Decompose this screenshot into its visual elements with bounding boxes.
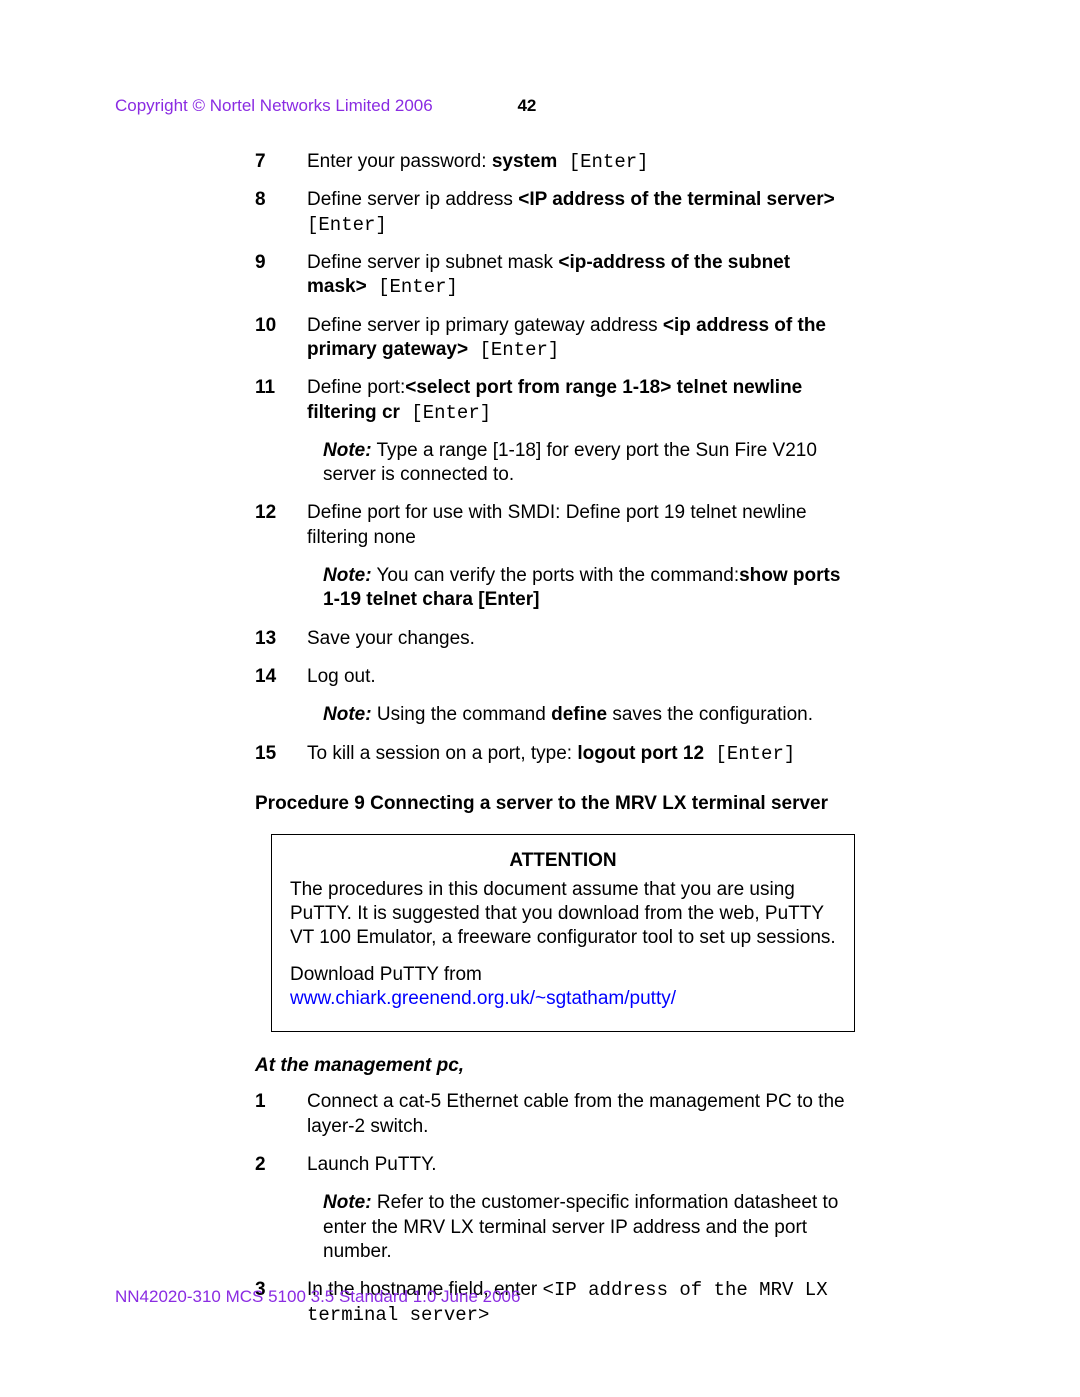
step-number: 10 [255,314,307,363]
step-b2: 2 Launch PuTTY. [255,1153,855,1177]
step-number: 14 [255,665,307,689]
subheading: At the management pc, [255,1054,855,1078]
bold-text: logout port 12 [577,743,704,764]
bold-text: <IP address of the terminal server> [518,189,834,210]
note-label: Note: [323,565,372,586]
note-label: Note: [323,704,372,725]
step-number: 11 [255,376,307,425]
step-text: Define server ip primary gateway address… [307,314,855,363]
step-text: Define server ip address <IP address of … [307,188,855,237]
note-step-14: Note: Using the command define saves the… [323,703,855,727]
text: Define port: [307,377,405,398]
attention-download: Download PuTTY from www.chiark.greenend.… [290,963,836,1012]
note-text: Refer to the customer-specific informati… [323,1192,838,1262]
bold-text: define [551,704,607,725]
step-text: Connect a cat-5 Ethernet cable from the … [307,1090,855,1139]
text: Define server ip primary gateway address [307,315,663,336]
bold-text: system [492,151,558,172]
step-9: 9 Define server ip subnet mask <ip-addre… [255,251,855,300]
note-post: saves the configuration. [607,704,813,725]
note-label: Note: [323,440,372,461]
note-step-b2: Note: Refer to the customer-specific inf… [323,1191,855,1264]
step-text: Define server ip subnet mask <ip-address… [307,251,855,300]
step-number: 15 [255,742,307,766]
mono-text: [Enter] [307,214,387,236]
text: Enter your password: [307,151,492,172]
note-step-12: Note: You can verify the ports with the … [323,564,855,613]
page-body: 7 Enter your password: system [Enter] 8 … [255,150,855,1327]
step-text: Log out. [307,665,855,689]
step-12: 12 Define port for use with SMDI: Define… [255,501,855,550]
step-number: 2 [255,1153,307,1177]
attention-box: ATTENTION The procedures in this documen… [271,834,855,1032]
step-b1: 1 Connect a cat-5 Ethernet cable from th… [255,1090,855,1139]
text: To kill a session on a port, type: [307,743,577,764]
step-7: 7 Enter your password: system [Enter] [255,150,855,174]
page-number: 42 [517,96,536,115]
step-text: Define port:<select port from range 1-18… [307,376,855,425]
step-text: Enter your password: system [Enter] [307,150,855,174]
attention-text: The procedures in this document assume t… [290,878,836,951]
step-10: 10 Define server ip primary gateway addr… [255,314,855,363]
document-page: Copyright © Nortel Networks Limited 2006… [0,0,1080,1397]
page-header: Copyright © Nortel Networks Limited 2006… [115,96,965,116]
step-number: 1 [255,1090,307,1139]
note-pre: You can verify the ports with the comman… [372,565,740,586]
note-text: Type a range [1-18] for every port the S… [323,440,817,485]
step-15: 15 To kill a session on a port, type: lo… [255,742,855,766]
note-pre: Using the command [372,704,552,725]
step-number: 13 [255,627,307,651]
step-14: 14 Log out. [255,665,855,689]
note-step-11: Note: Type a range [1-18] for every port… [323,439,855,488]
step-text: To kill a session on a port, type: logou… [307,742,855,766]
note-label: Note: [323,1192,372,1213]
step-number: 9 [255,251,307,300]
download-pre: Download PuTTY from [290,964,482,985]
page-footer: NN42020-310 MCS 5100 3.5 Standard 1.0 Ju… [115,1287,520,1307]
copyright-text: Copyright © Nortel Networks Limited 2006 [115,96,433,115]
attention-title: ATTENTION [290,849,836,873]
step-13: 13 Save your changes. [255,627,855,651]
step-text: Define port for use with SMDI: Define po… [307,501,855,550]
mono-text: [Enter] [367,276,458,298]
mono-text: [Enter] [468,339,559,361]
text: Define server ip subnet mask [307,252,558,273]
procedure-title: Procedure 9 Connecting a server to the M… [255,792,855,816]
step-text: Launch PuTTY. [307,1153,855,1177]
text: Define server ip address [307,189,518,210]
step-number: 12 [255,501,307,550]
step-11: 11 Define port:<select port from range 1… [255,376,855,425]
mono-text: [Enter] [557,151,648,173]
download-link[interactable]: www.chiark.greenend.org.uk/~sgtatham/put… [290,988,676,1009]
step-number: 7 [255,150,307,174]
step-text: Save your changes. [307,627,855,651]
mono-text: [Enter] [400,402,491,424]
step-number: 8 [255,188,307,237]
step-8: 8 Define server ip address <IP address o… [255,188,855,237]
mono-text: [Enter] [704,743,795,765]
